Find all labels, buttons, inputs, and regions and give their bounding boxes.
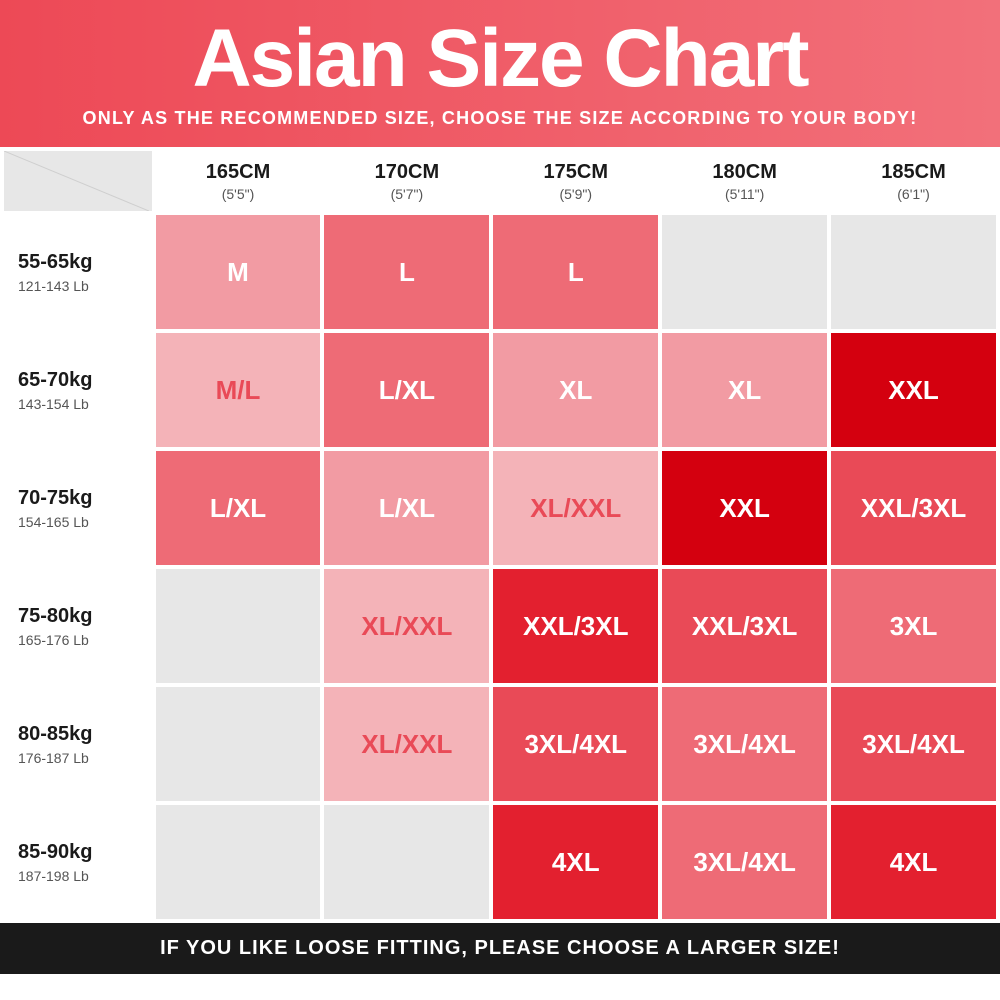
corner-cell bbox=[4, 151, 152, 211]
col-head-1: 170CM (5'7") bbox=[324, 151, 489, 211]
size-cell-1-2: XL bbox=[493, 333, 658, 447]
col-cm: 170CM bbox=[375, 161, 439, 183]
header-subtitle: ONLY AS THE RECOMMENDED SIZE, CHOOSE THE… bbox=[0, 108, 1000, 129]
table-row: 70-75kg154-165 LbL/XLL/XLXL/XXLXXLXXL/3X… bbox=[4, 451, 996, 565]
col-head-3: 180CM (5'11") bbox=[662, 151, 827, 211]
row-lb: 176-187 Lb bbox=[18, 750, 152, 766]
row-lb: 154-165 Lb bbox=[18, 514, 152, 530]
size-cell-3-4: 3XL bbox=[831, 569, 996, 683]
col-cm: 165CM bbox=[206, 161, 270, 183]
table-row: 55-65kg121-143 LbMLL bbox=[4, 215, 996, 329]
size-cell-4-2: 3XL/4XL bbox=[493, 687, 658, 801]
col-head-2: 175CM (5'9") bbox=[493, 151, 658, 211]
row-head-1: 65-70kg 143-154 Lb bbox=[4, 333, 152, 447]
size-cell-1-0: M/L bbox=[156, 333, 321, 447]
size-cell-5-1 bbox=[324, 805, 489, 919]
size-cell-5-3: 3XL/4XL bbox=[662, 805, 827, 919]
size-cell-5-4: 4XL bbox=[831, 805, 996, 919]
table-row: 80-85kg176-187 LbXL/XXL3XL/4XL3XL/4XL3XL… bbox=[4, 687, 996, 801]
row-kg: 65-70kg bbox=[18, 369, 93, 391]
table-row: 65-70kg143-154 LbM/LL/XLXLXLXXL bbox=[4, 333, 996, 447]
row-head-0: 55-65kg 121-143 Lb bbox=[4, 215, 152, 329]
table-header-row: 165CM (5'5") 170CM (5'7") 175CM (5'9") 1… bbox=[4, 151, 996, 211]
table-body: 55-65kg121-143 LbMLL65-70kg143-154 LbM/L… bbox=[4, 215, 996, 919]
size-cell-3-2: XXL/3XL bbox=[493, 569, 658, 683]
col-cm: 180CM bbox=[712, 161, 776, 183]
row-kg: 55-65kg bbox=[18, 251, 93, 273]
row-kg: 80-85kg bbox=[18, 723, 93, 745]
table-row: 85-90kg 187-198 Lb 4XL3XL/4XL4XL bbox=[4, 805, 996, 919]
size-cell-0-1: L bbox=[324, 215, 489, 329]
col-head-4: 185CM (6'1") bbox=[831, 151, 996, 211]
row-head-3: 75-80kg 165-176 Lb bbox=[4, 569, 152, 683]
size-cell-1-1: L/XL bbox=[324, 333, 489, 447]
size-cell-0-3 bbox=[662, 215, 827, 329]
row-kg: 85-90kg bbox=[18, 841, 93, 863]
size-table: 165CM (5'5") 170CM (5'7") 175CM (5'9") 1… bbox=[0, 147, 1000, 923]
header-title: Asian Size Chart bbox=[0, 18, 1000, 100]
row-lb: 165-176 Lb bbox=[18, 632, 152, 648]
row-kg: 70-75kg bbox=[18, 487, 93, 509]
size-cell-2-1: L/XL bbox=[324, 451, 489, 565]
size-cell-0-0: M bbox=[156, 215, 321, 329]
size-cell-5-0 bbox=[156, 805, 321, 919]
row-head-5: 85-90kg 187-198 Lb bbox=[4, 805, 152, 919]
footer: IF YOU LIKE LOOSE FITTING, PLEASE CHOOSE… bbox=[0, 923, 1000, 974]
size-cell-3-1: XL/XXL bbox=[324, 569, 489, 683]
row-lb: 187-198 Lb bbox=[18, 868, 152, 884]
row-head-4: 80-85kg 176-187 Lb bbox=[4, 687, 152, 801]
size-cell-0-2: L bbox=[493, 215, 658, 329]
row-head-2: 70-75kg 154-165 Lb bbox=[4, 451, 152, 565]
size-cell-2-4: XXL/3XL bbox=[831, 451, 996, 565]
table-row: 75-80kg165-176 LbXL/XXLXXL/3XLXXL/3XL3XL bbox=[4, 569, 996, 683]
size-cell-2-0: L/XL bbox=[156, 451, 321, 565]
size-cell-1-3: XL bbox=[662, 333, 827, 447]
row-lb: 143-154 Lb bbox=[18, 396, 152, 412]
col-ft: (5'9") bbox=[493, 186, 658, 202]
col-head-0: 165CM (5'5") bbox=[156, 151, 321, 211]
size-cell-4-1: XL/XXL bbox=[324, 687, 489, 801]
size-cell-5-2: 4XL bbox=[493, 805, 658, 919]
col-cm: 185CM bbox=[881, 161, 945, 183]
size-cell-4-0 bbox=[156, 687, 321, 801]
col-ft: (5'11") bbox=[662, 186, 827, 202]
size-cell-3-3: XXL/3XL bbox=[662, 569, 827, 683]
col-ft: (5'5") bbox=[156, 186, 321, 202]
size-cell-4-4: 3XL/4XL bbox=[831, 687, 996, 801]
col-ft: (5'7") bbox=[324, 186, 489, 202]
col-ft: (6'1") bbox=[831, 186, 996, 202]
size-cell-2-2: XL/XXL bbox=[493, 451, 658, 565]
row-lb: 121-143 Lb bbox=[18, 278, 152, 294]
header: Asian Size Chart ONLY AS THE RECOMMENDED… bbox=[0, 0, 1000, 147]
size-cell-0-4 bbox=[831, 215, 996, 329]
footer-text: IF YOU LIKE LOOSE FITTING, PLEASE CHOOSE… bbox=[160, 937, 840, 959]
col-cm: 175CM bbox=[544, 161, 608, 183]
size-cell-3-0 bbox=[156, 569, 321, 683]
size-cell-1-4: XXL bbox=[831, 333, 996, 447]
size-cell-2-3: XXL bbox=[662, 451, 827, 565]
table-container: HEIGHT WEIGHT 165CM (5'5") 170CM (5'7") bbox=[0, 147, 1000, 923]
size-cell-4-3: 3XL/4XL bbox=[662, 687, 827, 801]
row-kg: 75-80kg bbox=[18, 605, 93, 627]
